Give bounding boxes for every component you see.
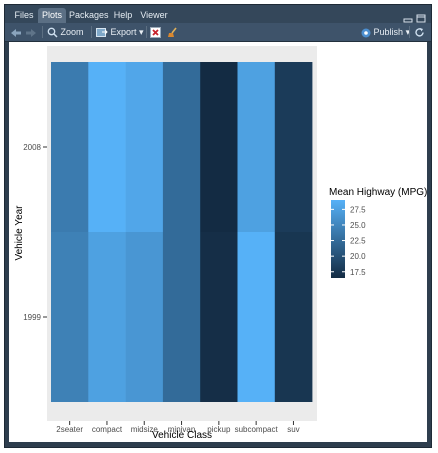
toolbar-separator xyxy=(409,26,410,38)
remove-plot-icon xyxy=(150,27,161,38)
heatmap-tile xyxy=(88,232,126,402)
export-button[interactable]: Export ▾ xyxy=(96,26,144,39)
heatmap-tile xyxy=(238,62,276,232)
legend-tick-label: 27.5 xyxy=(350,205,366,214)
heatmap-tile xyxy=(163,62,201,232)
chevron-down-icon: ▾ xyxy=(139,27,144,37)
plots-toolbar: Zoom Export ▾ Publish ▾ xyxy=(5,23,431,42)
export-icon xyxy=(96,27,108,38)
tab-help[interactable]: Help xyxy=(112,8,134,23)
legend-colorbar xyxy=(331,200,345,278)
legend-tick-label: 22.5 xyxy=(350,237,366,246)
toolbar-separator xyxy=(146,26,147,38)
broom-icon xyxy=(167,27,178,38)
heatmap-tile xyxy=(275,232,313,402)
x-axis-label: Vehicle Class xyxy=(152,430,212,441)
heatmap-tile xyxy=(126,62,164,232)
toolbar-separator xyxy=(91,26,92,38)
y-tick-label: 1999 xyxy=(23,313,41,322)
heatmap-tile xyxy=(238,232,276,402)
y-tick-label: 2008 xyxy=(23,143,41,152)
minimize-pane-icon[interactable] xyxy=(403,10,413,19)
tab-packages[interactable]: Packages xyxy=(69,8,107,23)
publish-button[interactable]: Publish ▾ xyxy=(361,26,410,39)
x-tick-label: compact xyxy=(92,425,123,434)
export-label: Export xyxy=(111,27,137,37)
refresh-icon xyxy=(414,27,425,38)
refresh-button[interactable] xyxy=(414,26,425,39)
tab-viewer[interactable]: Viewer xyxy=(139,8,169,23)
heatmap-chart: 2seater compact midsize minivan pickup subcom… xyxy=(9,42,427,442)
publish-label: Publish xyxy=(374,27,404,37)
x-tick-label: subcompact xyxy=(235,425,279,434)
zoom-button[interactable]: Zoom xyxy=(47,26,84,39)
tab-plots[interactable]: Plots xyxy=(38,8,66,23)
legend-tick-label: 25.0 xyxy=(350,221,366,230)
maximize-pane-icon[interactable] xyxy=(416,10,426,19)
tab-files[interactable]: Files xyxy=(11,8,37,23)
heatmap-tile xyxy=(200,62,238,232)
pane-tab-bar: Files Plots Packages Help Viewer xyxy=(5,5,431,23)
heatmap-tile xyxy=(126,232,164,402)
heatmap-tile xyxy=(200,232,238,402)
heatmap-tile xyxy=(51,232,89,402)
clear-all-plots-button[interactable] xyxy=(167,26,178,39)
toolbar-separator xyxy=(42,26,43,38)
plots-pane: Files Plots Packages Help Viewer Zoom Ex… xyxy=(4,4,432,448)
plot-viewer: 2seater compact midsize minivan pickup subcom… xyxy=(9,42,427,442)
legend-tick-label: 17.5 xyxy=(350,268,366,277)
heatmap-tile xyxy=(163,232,201,402)
heatmap-tile xyxy=(51,62,89,232)
x-tick-label: suv xyxy=(287,425,299,434)
zoom-icon xyxy=(47,27,58,38)
heatmap-tile xyxy=(275,62,313,232)
y-axis-label: Vehicle Year xyxy=(14,205,25,261)
publish-icon xyxy=(361,28,371,38)
legend-tick-label: 20.0 xyxy=(350,252,366,261)
zoom-label: Zoom xyxy=(61,27,84,37)
legend-title: Mean Highway (MPG) xyxy=(329,187,427,198)
forward-arrow-icon[interactable] xyxy=(25,26,37,39)
heatmap-tile xyxy=(88,62,126,232)
remove-plot-button[interactable] xyxy=(150,26,161,39)
back-arrow-icon[interactable] xyxy=(10,26,22,39)
x-tick-label: 2seater xyxy=(56,425,83,434)
